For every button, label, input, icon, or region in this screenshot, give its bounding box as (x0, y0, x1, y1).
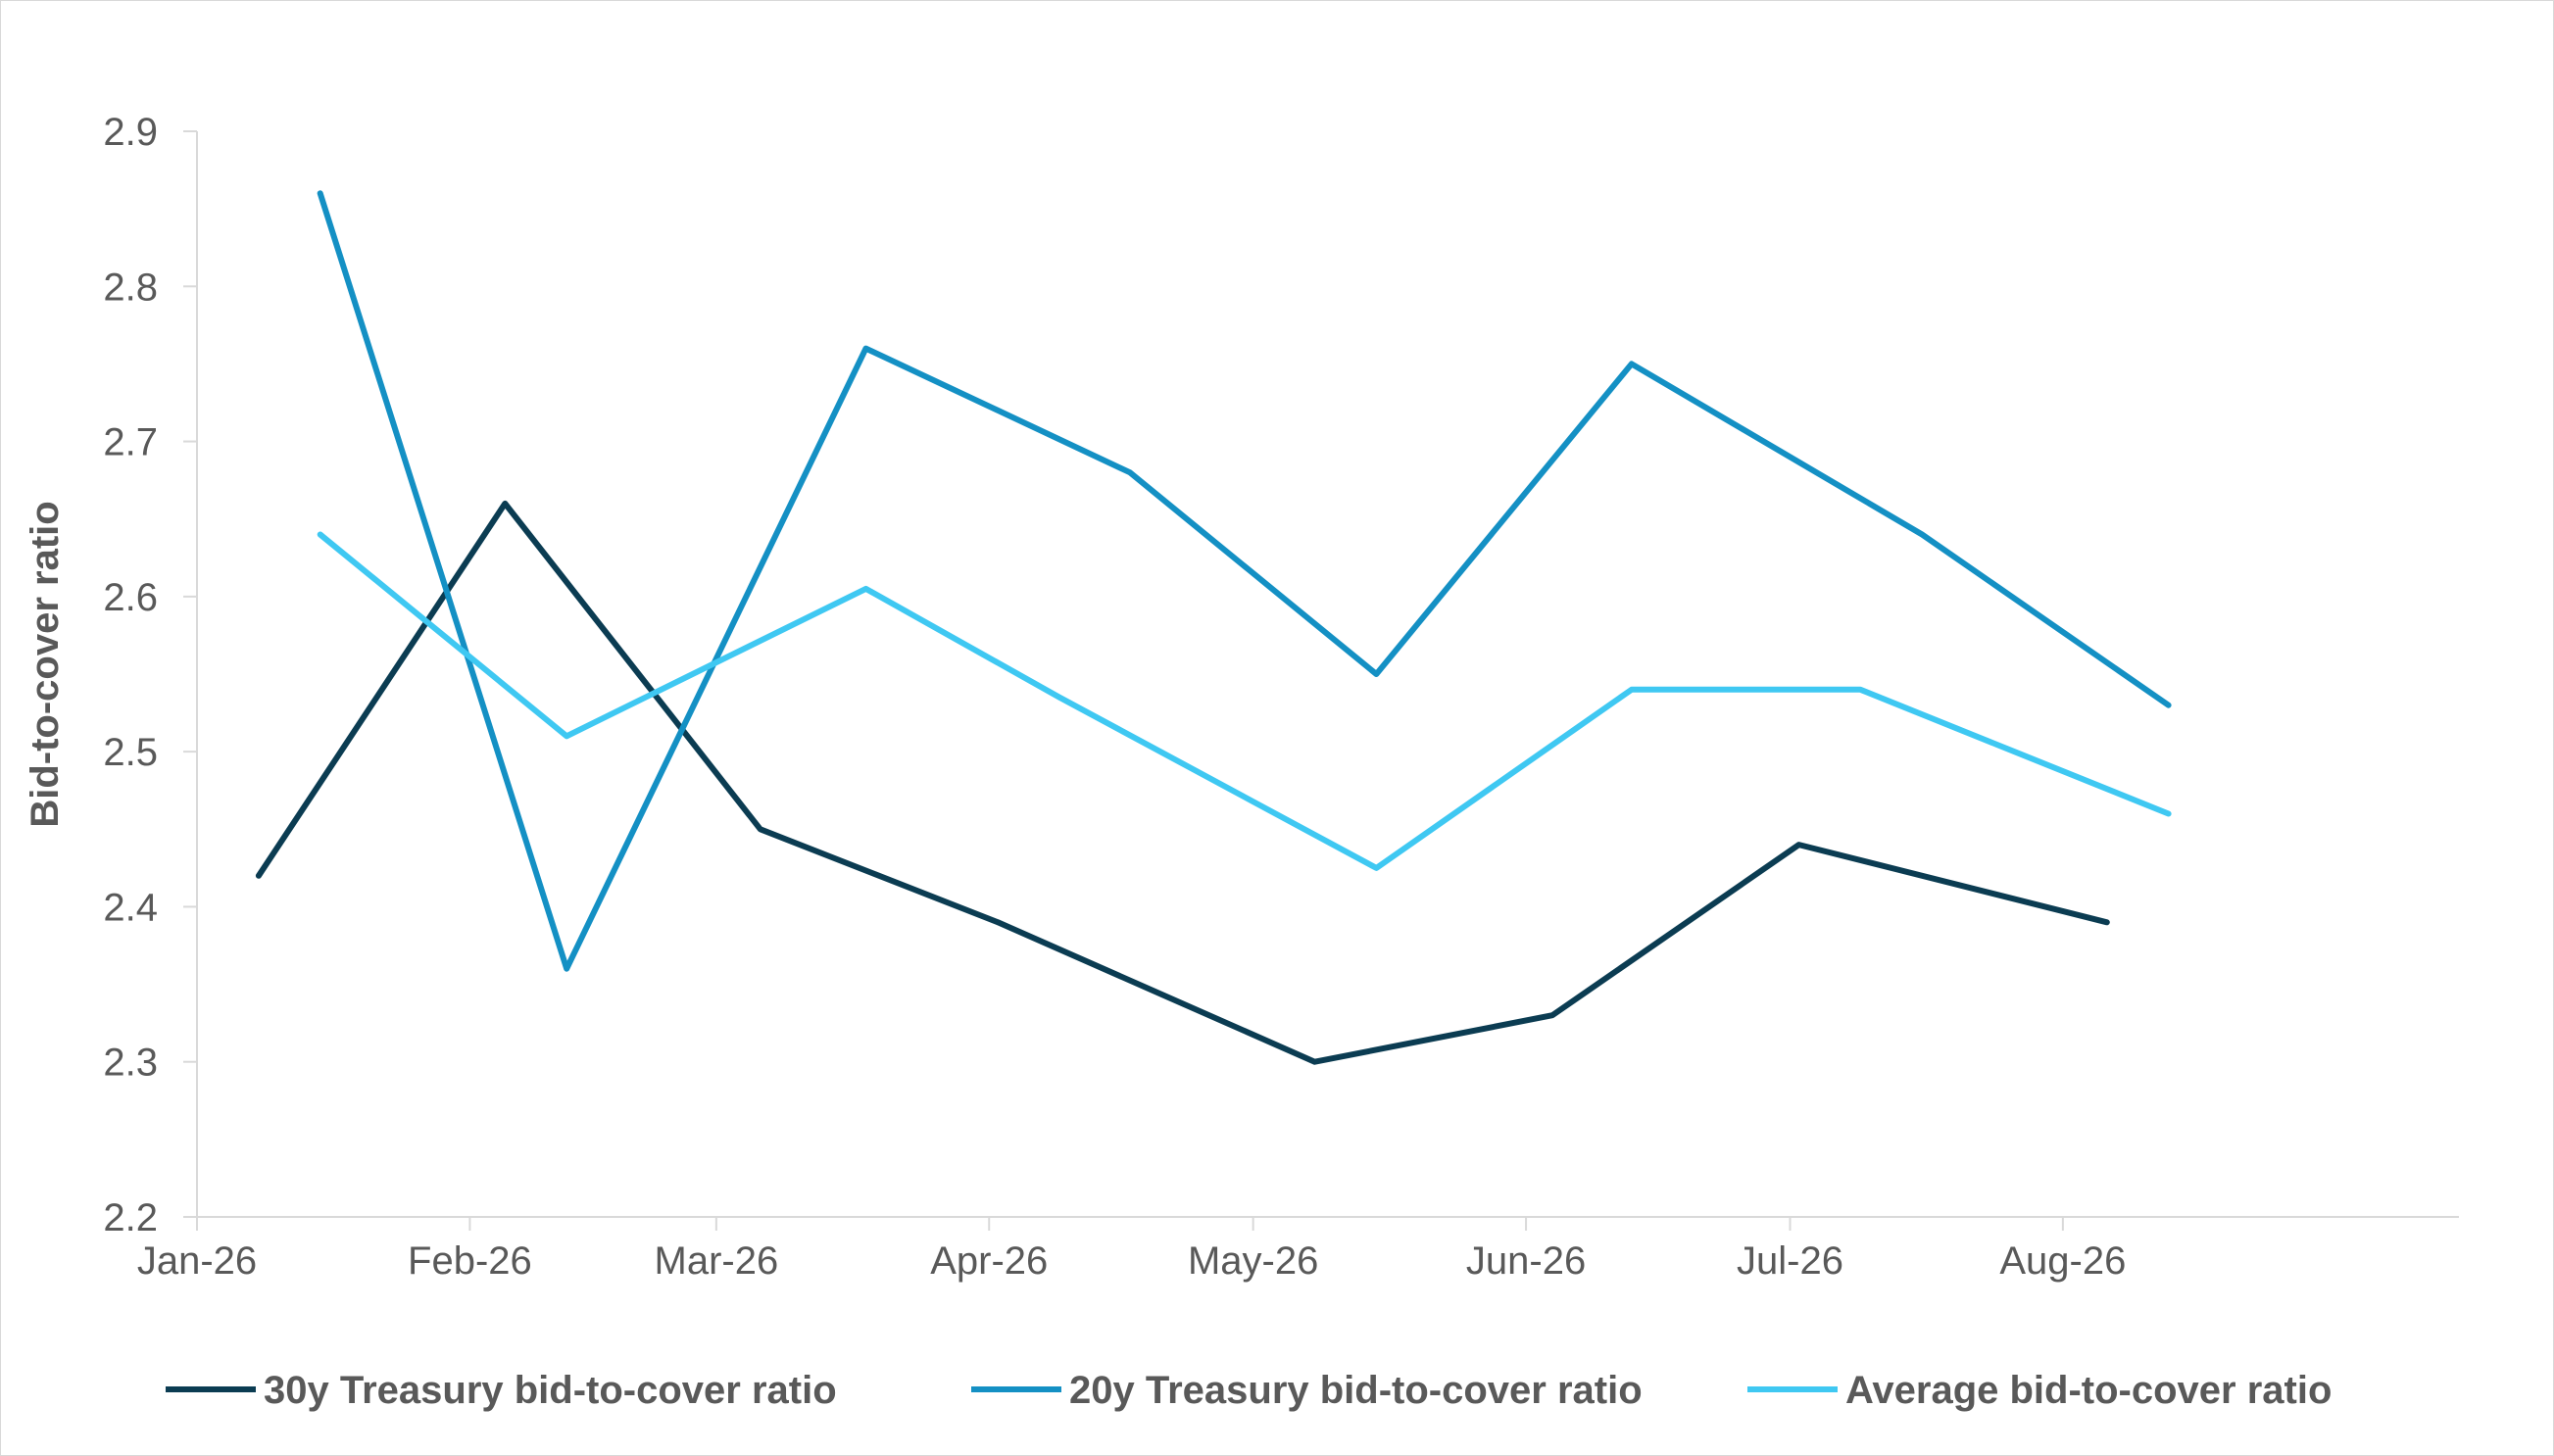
y-tick-label: 2.3 (103, 1042, 158, 1085)
legend-label-1: 30y Treasury bid-to-cover ratio (264, 1369, 837, 1412)
series-line-1 (255, 500, 2110, 1065)
y-tick-label: 2.5 (103, 731, 158, 774)
legend-label-2: 20y Treasury bid-to-cover ratio (1069, 1369, 1643, 1412)
x-tick-label: Apr-26 (930, 1239, 1048, 1283)
y-tick-label: 2.8 (103, 266, 158, 309)
y-tick-label: 2.2 (103, 1196, 158, 1239)
series-lines (255, 190, 2172, 1065)
y-tick-label: 2.6 (103, 576, 158, 619)
x-tick-label: Aug-26 (1999, 1239, 2126, 1283)
series-line-2 (317, 190, 2172, 972)
axes: 2.2 2.3 2.4 2.5 2.6 2.7 2.8 2.9 Jan-26 Feb-26 Mar-… (103, 111, 2459, 1283)
y-axis-title: Bid-to-cover ratio (24, 501, 67, 827)
x-tick-label: Jan-26 (137, 1239, 257, 1283)
series-line-3 (317, 531, 2172, 871)
x-tick-label: May-26 (1188, 1239, 1318, 1283)
legend: 30y Treasury bid-to-cover ratio 20y Treas… (166, 1369, 2332, 1412)
y-tick-label: 2.7 (103, 421, 158, 464)
y-tick-label: 2.9 (103, 111, 158, 154)
y-tick-label: 2.4 (103, 886, 158, 929)
x-tick-label: Mar-26 (655, 1239, 779, 1283)
legend-label-3: Average bid-to-cover ratio (1845, 1369, 2332, 1412)
x-tick-label: Feb-26 (408, 1239, 532, 1283)
x-tick-label: Jul-26 (1737, 1239, 1843, 1283)
x-tick-label: Jun-26 (1466, 1239, 1586, 1283)
